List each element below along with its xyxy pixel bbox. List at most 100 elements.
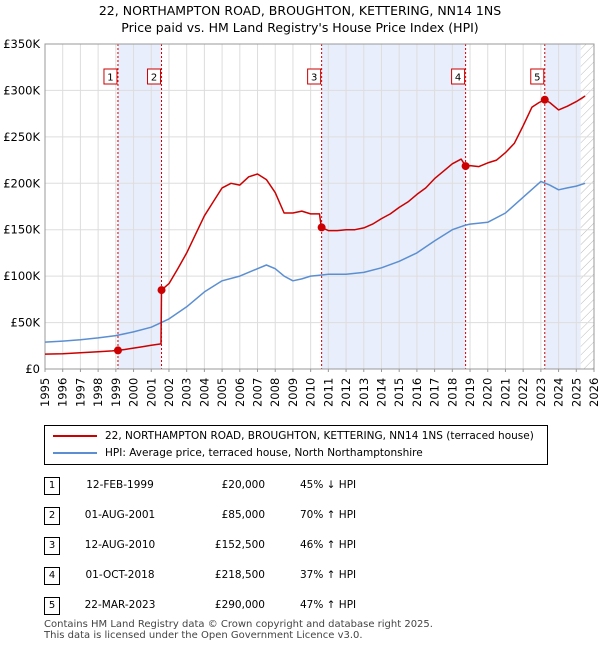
x-tick-label: 2017 (428, 378, 442, 407)
y-tick-label: £50K (11, 316, 41, 330)
x-tick-label: 2002 (162, 378, 176, 407)
y-tick-label: £150K (3, 223, 40, 237)
sale-marker-label: 4 (455, 73, 461, 84)
sale-number: 4 (44, 567, 60, 585)
footer-copyright: Contains HM Land Registry data © Crown c… (44, 619, 433, 630)
sale-row: 5 22-MAR-2023 £290,000 47% ↑ HPI (0, 597, 600, 617)
x-tick-label: 2005 (215, 378, 229, 407)
y-tick-label: £0 (25, 362, 40, 376)
y-tick-label: £250K (3, 130, 40, 144)
sale-marker-box (307, 68, 322, 85)
x-tick-label: 2012 (339, 378, 353, 407)
sale-point (113, 346, 122, 355)
sale-number: 1 (44, 477, 60, 495)
legend-hpi-label: HPI: Average price, terraced house, Nort… (105, 447, 423, 459)
sale-marker-label: 5 (534, 73, 540, 84)
sale-row: 3 12-AUG-2010 £152,500 46% ↑ HPI (0, 537, 600, 557)
title-line-2: Price paid vs. HM Land Registry's House … (121, 20, 479, 35)
forecast-hatch (580, 44, 594, 369)
x-tick-label: 2013 (357, 378, 371, 407)
legend-item-hpi: HPI: Average price, terraced house, Nort… (53, 445, 423, 461)
legend: 22, NORTHAMPTON ROAD, BROUGHTON, KETTERI… (44, 425, 548, 465)
x-tick-label: 2023 (534, 378, 548, 407)
x-tick-label: 1998 (91, 378, 105, 407)
price-chart: 1 2 3 4 5 £0 £50K £100K £150K £200K £250K £300K £350… (3, 37, 600, 407)
x-tick-label: 2015 (392, 378, 406, 407)
y-tick-label: £300K (3, 83, 40, 97)
x-tick-label: 2011 (321, 378, 335, 407)
shaded-range (117, 44, 162, 369)
sale-hpi-change: 46% ↑ HPI (300, 539, 357, 551)
footer: Contains HM Land Registry data © Crown c… (44, 619, 433, 641)
hpi-line-swatch (53, 452, 97, 454)
sale-number: 3 (44, 537, 60, 555)
sale-marker-label: 2 (151, 73, 157, 84)
sale-hpi-change: 70% ↑ HPI (300, 509, 357, 521)
sale-marker-label: 1 (107, 73, 113, 84)
legend-property-label: 22, NORTHAMPTON ROAD, BROUGHTON, KETTERI… (105, 430, 534, 442)
sale-date: 12-FEB-1999 (86, 479, 154, 491)
x-tick-label: 2000 (127, 378, 141, 407)
footer-licence: This data is licensed under the Open Gov… (44, 630, 363, 641)
x-tick-label: 2009 (286, 378, 300, 407)
plot-frame (44, 43, 595, 370)
x-tick-label: 2008 (268, 378, 282, 407)
x-tick-label: 2025 (569, 378, 583, 407)
x-tick-label: 1995 (38, 378, 52, 407)
sale-marker-box (103, 68, 118, 85)
x-tick-label: 2007 (251, 378, 265, 407)
y-tick-label: £200K (3, 176, 40, 190)
sale-date: 22-MAR-2023 (84, 599, 156, 611)
chart-title: 22, NORTHAMPTON ROAD, BROUGHTON, KETTERI… (0, 2, 600, 36)
sale-date: 01-OCT-2018 (85, 569, 155, 581)
sale-row: 1 12-FEB-1999 £20,000 45% ↓ HPI (0, 477, 600, 497)
property-price-line (44, 95, 586, 355)
x-tick-label: 2026 (587, 378, 600, 407)
title-line-1: 22, NORTHAMPTON ROAD, BROUGHTON, KETTERI… (98, 3, 502, 18)
sale-marker-label: 3 (311, 73, 317, 84)
sale-price: £85,000 (221, 509, 265, 521)
x-tick-label: 2018 (445, 378, 459, 407)
x-tick-label: 2010 (304, 378, 318, 407)
x-tick-label: 1996 (56, 378, 70, 407)
x-tick-label: 2004 (197, 378, 211, 407)
x-tick-label: 2016 (410, 378, 424, 407)
sale-price: £218,500 (214, 569, 265, 581)
sale-date: 12-AUG-2010 (84, 539, 156, 551)
sale-marker-box (530, 68, 545, 85)
x-tick-label: 2006 (233, 378, 247, 407)
sale-marker-box (147, 68, 162, 85)
sale-hpi-change: 45% ↓ HPI (300, 479, 357, 491)
x-tick-label: 2003 (180, 378, 194, 407)
y-tick-label: £100K (3, 269, 40, 283)
sale-date: 01-AUG-2001 (84, 509, 156, 521)
sale-hpi-change: 47% ↑ HPI (300, 599, 357, 611)
sale-price: £290,000 (214, 599, 265, 611)
x-tick-label: 2021 (498, 378, 512, 407)
x-tick-label: 2019 (463, 378, 477, 407)
x-tick-label: 2020 (481, 378, 495, 407)
sale-point (317, 223, 326, 232)
legend-item-property: 22, NORTHAMPTON ROAD, BROUGHTON, KETTERI… (53, 428, 534, 444)
x-tick-label: 2022 (516, 378, 530, 407)
sale-point (157, 286, 166, 295)
x-tick-label: 2024 (552, 378, 566, 407)
sale-number: 5 (44, 597, 60, 615)
shaded-range (544, 44, 581, 369)
shaded-range (321, 44, 466, 369)
sale-point (461, 162, 470, 171)
sale-number: 2 (44, 507, 60, 525)
sale-price: £20,000 (221, 479, 265, 491)
sale-point (540, 95, 549, 104)
y-tick-label: £350K (3, 37, 40, 51)
property-line-swatch (53, 435, 97, 437)
sale-price: £152,500 (214, 539, 265, 551)
x-tick-label: 2014 (374, 378, 388, 407)
hpi-line (44, 180, 586, 343)
x-tick-label: 2001 (144, 378, 158, 407)
sale-row: 4 01-OCT-2018 £218,500 37% ↑ HPI (0, 567, 600, 587)
sale-marker-box (451, 68, 466, 85)
sale-row: 2 01-AUG-2001 £85,000 70% ↑ HPI (0, 507, 600, 527)
x-tick-label: 1999 (109, 378, 123, 407)
sale-hpi-change: 37% ↑ HPI (300, 569, 357, 581)
